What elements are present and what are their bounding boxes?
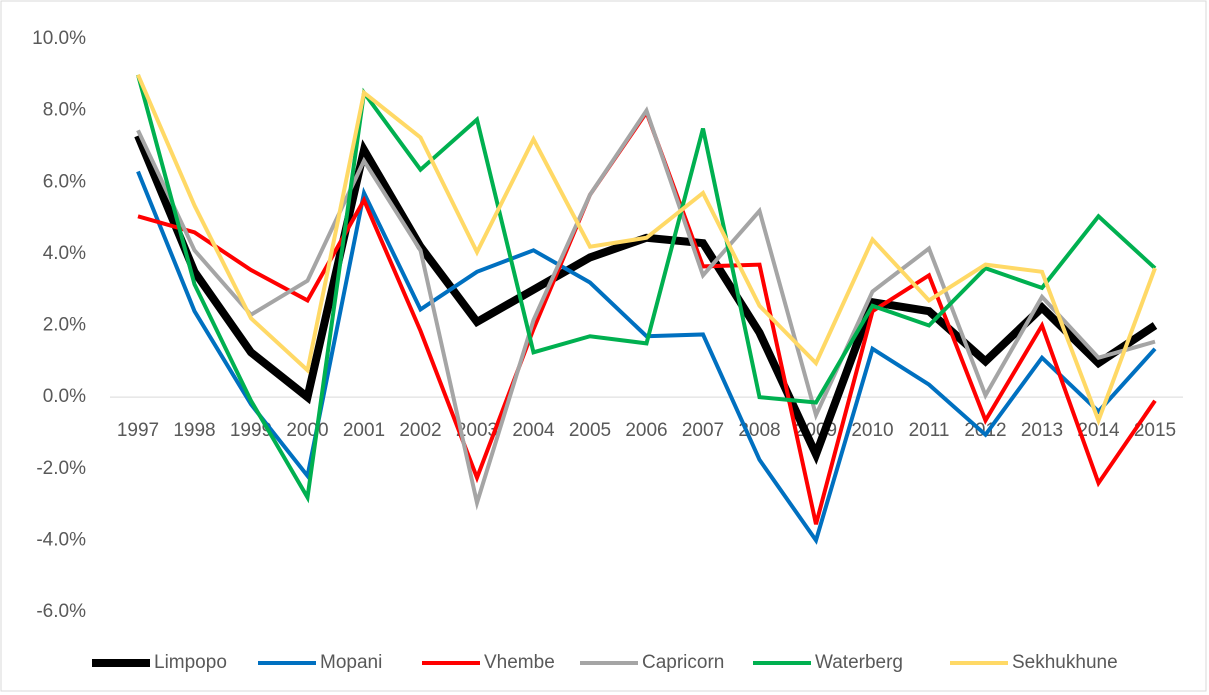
y-tick-label: 10.0%: [32, 28, 86, 49]
y-tick-label: -6.0%: [36, 601, 86, 622]
x-tick-label: 2006: [625, 420, 667, 441]
y-tick-label: 4.0%: [43, 243, 86, 264]
x-tick-label: 2007: [682, 420, 724, 441]
x-tick-label: 2001: [343, 420, 385, 441]
legend-label: Capricorn: [642, 652, 724, 673]
x-tick-label: 1998: [173, 420, 215, 441]
x-tick-label: 1997: [117, 420, 159, 441]
line-series: [136, 106, 1156, 511]
x-tick-label: 2004: [512, 420, 555, 441]
legend-label: Waterberg: [815, 652, 903, 673]
y-tick-label: 2.0%: [43, 315, 86, 336]
x-tick-label: 2011: [909, 420, 950, 441]
line-series: [136, 74, 1157, 427]
x-tick-label: 2015: [1134, 420, 1176, 441]
x-tick-label: 2003: [456, 420, 498, 441]
y-tick-label: 6.0%: [43, 171, 86, 192]
y-tick-label: -4.0%: [36, 529, 86, 550]
legend-label: Sekhukhune: [1012, 652, 1118, 673]
x-tick-label: 2013: [1021, 420, 1063, 441]
legend-label: Vhembe: [484, 652, 555, 673]
x-tick-label: 2002: [399, 420, 441, 441]
x-tick-label: 2010: [851, 420, 893, 441]
y-tick-label: -2.0%: [36, 458, 86, 479]
legend-label: Limpopo: [154, 652, 227, 673]
x-tick-label: 2005: [569, 420, 611, 441]
y-tick-label: 0.0%: [43, 386, 86, 407]
legend-label: Mopani: [320, 652, 382, 673]
y-tick-label: 8.0%: [43, 100, 86, 121]
x-tick-label: 2014: [1077, 420, 1120, 441]
x-tick-label: 1999: [230, 420, 272, 441]
line-series: [136, 74, 1157, 504]
x-tick-label: 2000: [286, 420, 328, 441]
